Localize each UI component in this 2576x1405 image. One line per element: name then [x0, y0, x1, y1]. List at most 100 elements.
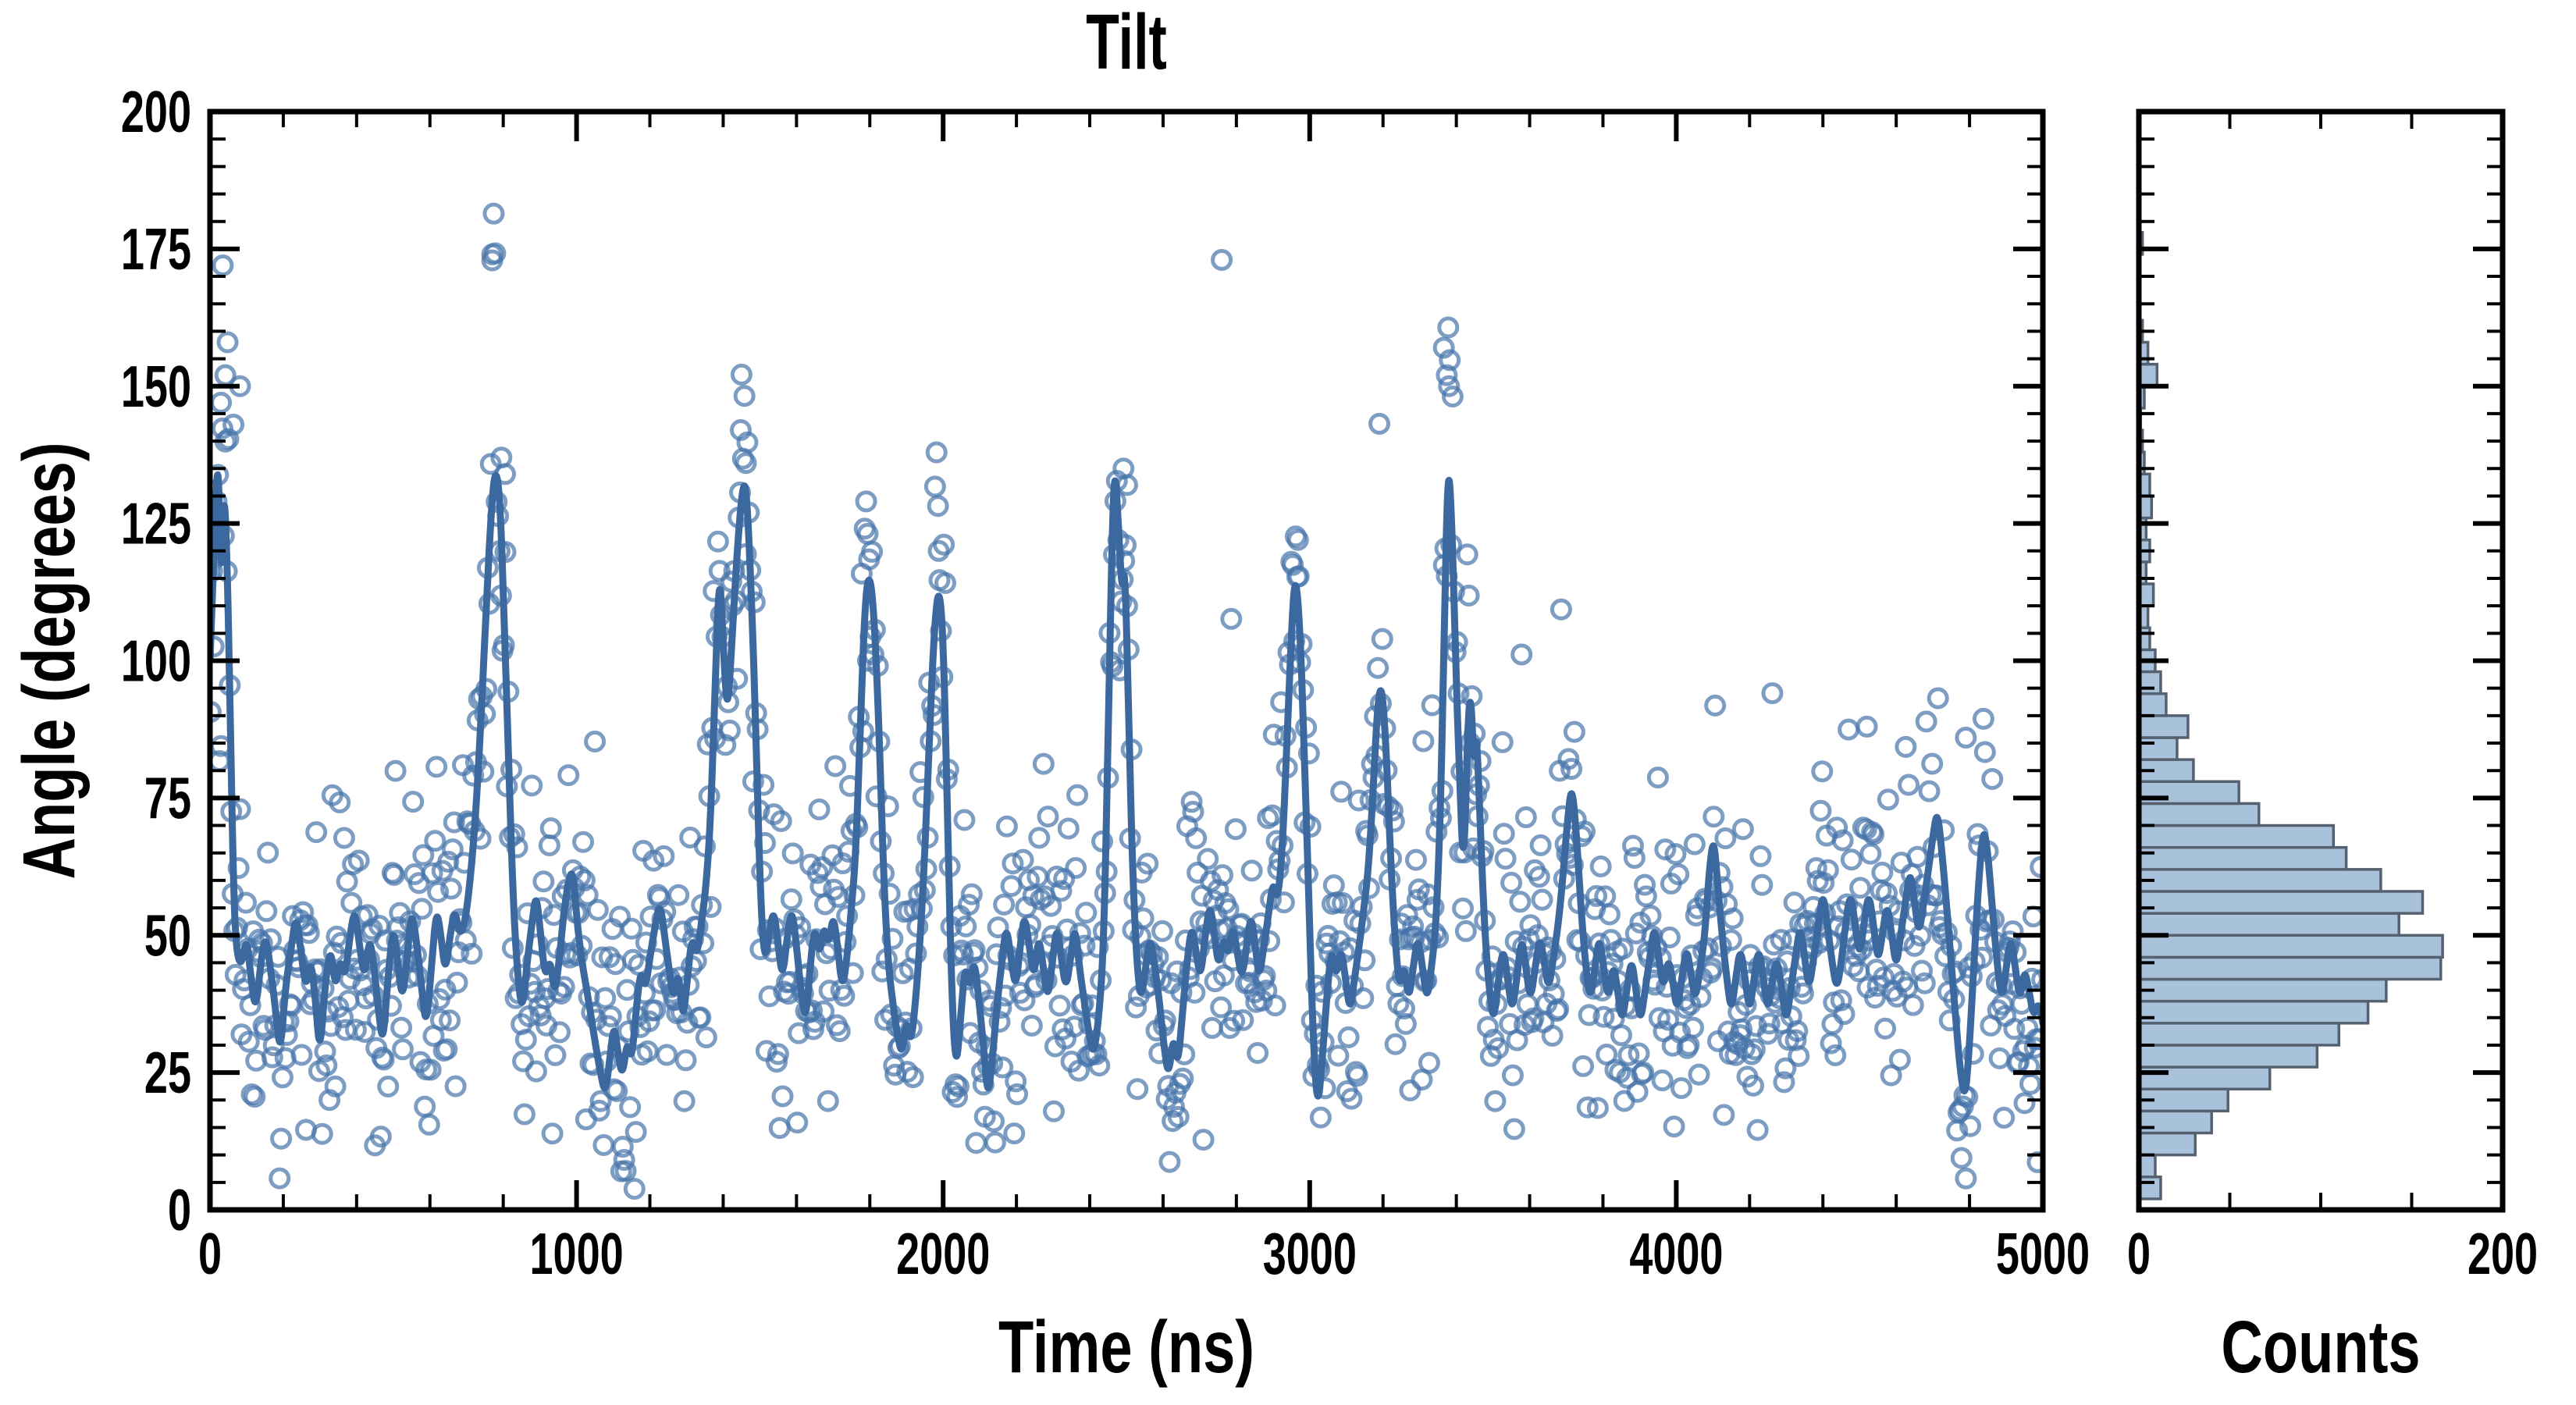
scatter-point [1824, 1044, 1847, 1067]
y-tick-label-100: 100 [121, 628, 191, 694]
scatter-point [425, 756, 448, 778]
scatter-point [439, 877, 462, 900]
scatter-point [589, 1090, 612, 1112]
scatter-point [1167, 1105, 1190, 1128]
scatter-point [479, 453, 502, 475]
scatter-point [927, 495, 949, 518]
scatter-point [1522, 1007, 1545, 1030]
scatter-point [855, 490, 877, 513]
scatter-point [1501, 1064, 1524, 1087]
scatter-point [1163, 1095, 1186, 1118]
scatter-point [1816, 859, 1839, 881]
scatter-point [1185, 827, 1208, 849]
scatter-point [613, 1149, 635, 1172]
running-mean-line [210, 471, 2043, 1100]
scatter-point [1774, 1057, 1797, 1080]
y-tick-label-50: 50 [144, 902, 191, 968]
scatter-point [1871, 861, 1894, 884]
scatter-point [781, 842, 804, 865]
scatter-point [1639, 905, 1662, 927]
scatter-point [1875, 882, 1898, 905]
scatter-point [270, 1127, 293, 1150]
scatter-point [609, 905, 632, 928]
scatter-point [379, 994, 402, 1017]
hist-bar [2139, 736, 2179, 761]
scatter-point [412, 844, 435, 866]
scatter-point [1670, 1076, 1692, 1099]
scatter-point [1053, 868, 1076, 891]
scatter-point [402, 791, 425, 813]
x-tick-label-1000: 1000 [530, 1221, 624, 1286]
scatter-point [1874, 1017, 1897, 1040]
hist-bar [2139, 802, 2261, 827]
scatter-point [673, 1090, 696, 1112]
scatter-point [1906, 845, 1929, 868]
scatter-point [340, 891, 363, 914]
scatter-point [1621, 834, 1644, 857]
scatter-point [1382, 810, 1405, 833]
scatter-point [1674, 997, 1697, 1019]
scatter-point [1921, 752, 1944, 775]
scatter-point [1330, 781, 1353, 803]
scatter-point [1050, 880, 1073, 902]
scatter-point [1955, 1167, 1977, 1190]
scatter-point [1973, 741, 1996, 763]
hist-bar [2139, 1109, 2213, 1135]
scatter-point [1367, 656, 1389, 679]
scatter-point [1895, 735, 1917, 758]
scatter-point [1224, 818, 1247, 841]
scatter-point [1786, 1019, 1809, 1042]
scatter-point [1510, 643, 1533, 666]
scatter-point [1667, 863, 1690, 886]
scatter-point [594, 987, 617, 1009]
scatter-point [1217, 898, 1240, 920]
scatter-point [1959, 1115, 1982, 1137]
scatter-point [1091, 830, 1114, 852]
scatter-point [611, 1136, 634, 1158]
scatter-point [1962, 1043, 1984, 1065]
hist-bar [2139, 868, 2382, 893]
scatter-point [227, 857, 250, 880]
scatter-point [1028, 827, 1051, 849]
scatter-point [1703, 806, 1725, 828]
scatter-point [1493, 823, 1515, 845]
scatter-point [1598, 903, 1621, 926]
scatter-point [1418, 1051, 1440, 1074]
scatter-point [1182, 800, 1204, 823]
scatter-point [1791, 982, 1814, 1005]
scatter-point [446, 971, 468, 994]
scatter-point [237, 1030, 260, 1053]
scatter-point [1032, 752, 1055, 775]
scatter-point [513, 1103, 535, 1126]
scatter-point [1592, 1005, 1615, 1028]
scatter-point [993, 893, 1016, 916]
scatter-point [1572, 1055, 1595, 1077]
scatter-point [1272, 891, 1295, 914]
x-axis-label: Time (ns) [998, 1306, 1254, 1389]
scatter-point [525, 1060, 547, 1083]
scatter-point [333, 827, 355, 849]
scatter-point [1550, 598, 1572, 621]
scatter-point [770, 809, 792, 832]
scatter-point [315, 1054, 338, 1076]
scatter-point [1037, 806, 1059, 828]
scatter-point [1013, 989, 1036, 1012]
scatter-point [788, 1022, 810, 1044]
scatter-point [1751, 873, 1774, 896]
scatter-point [1714, 827, 1737, 849]
scatter-point [1658, 926, 1681, 948]
scatter-point [1396, 904, 1418, 927]
scatter-point [828, 1020, 851, 1043]
scatter-point [1626, 1080, 1649, 1103]
scatter-point [1048, 994, 1071, 1017]
scatter-point [1421, 694, 1443, 717]
scatter-point [995, 815, 1018, 838]
scatter-point [1197, 848, 1219, 870]
scatter-point [1158, 1151, 1181, 1173]
scatter-point [1299, 816, 1322, 838]
scatter-point [1746, 1119, 1769, 1141]
scatter-point [1856, 715, 1878, 738]
scatter-point [1826, 816, 1848, 839]
scatter-point [1172, 1067, 1194, 1090]
